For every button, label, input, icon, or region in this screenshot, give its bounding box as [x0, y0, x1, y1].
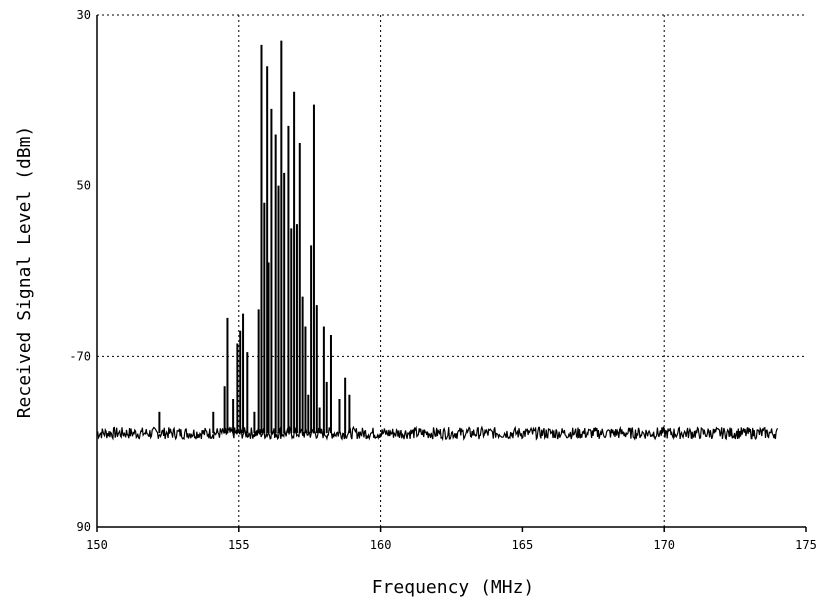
- noise-floor-trace: [96, 425, 779, 442]
- signal-trace: [96, 40, 779, 442]
- x-tick-label: 170: [653, 538, 675, 552]
- axes: [96, 14, 806, 528]
- x-tick-label: 150: [86, 538, 108, 552]
- x-tick-label: 165: [512, 538, 534, 552]
- grid-lines: [97, 15, 806, 527]
- y-tick-label: -70: [69, 349, 91, 363]
- x-tick-label: 175: [795, 538, 817, 552]
- tick-labels: 150 155 160 165 170 175 30 50 -70 90: [69, 8, 817, 552]
- y-axis-title: Received Signal Level (dBm): [14, 126, 35, 419]
- y-tick-label: 30: [77, 8, 91, 22]
- x-tick-label: 155: [228, 538, 250, 552]
- x-tick-label: 160: [370, 538, 392, 552]
- y-tick-label: 90: [77, 520, 91, 534]
- x-axis-title: Frequency (MHz): [372, 577, 535, 598]
- y-tick-label: 50: [77, 179, 91, 193]
